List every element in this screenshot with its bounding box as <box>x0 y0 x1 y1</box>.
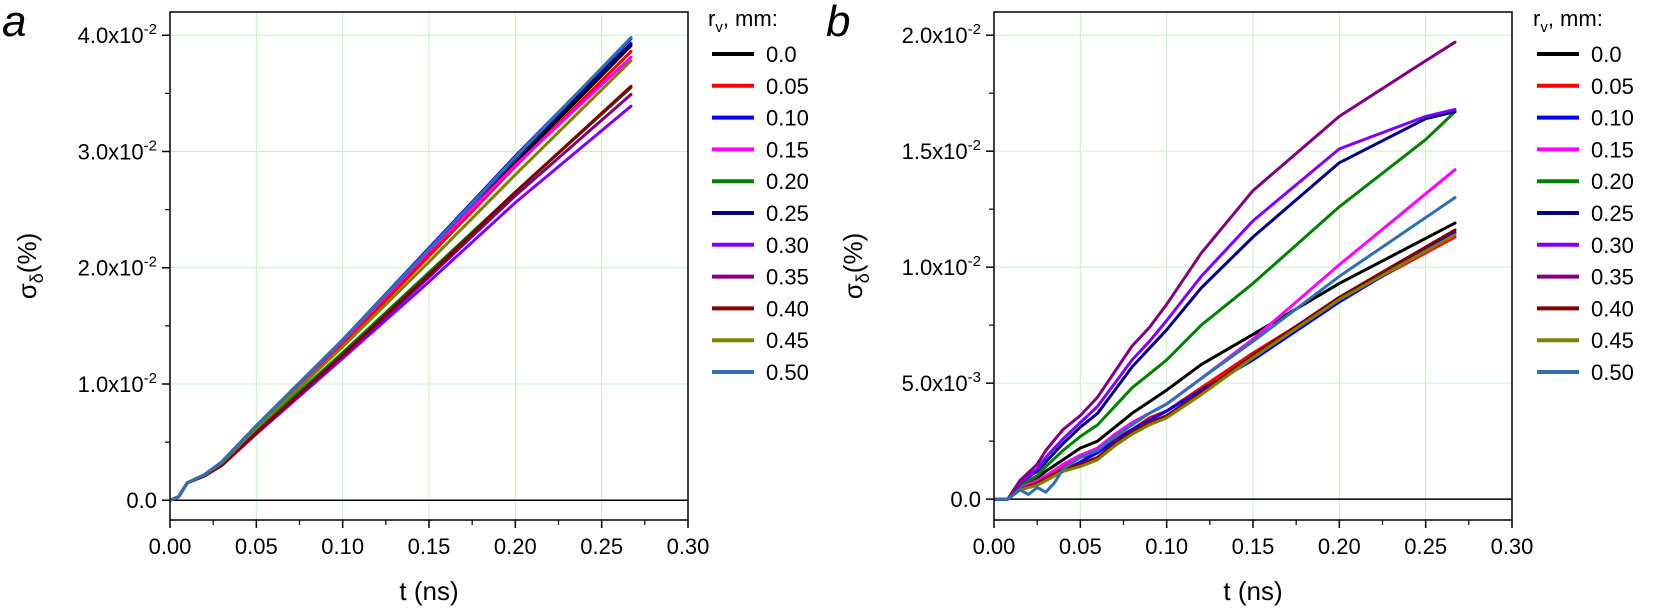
series-line-0.30 <box>994 107 1457 501</box>
y-tick-label: 0.0 <box>126 488 157 513</box>
panel-label: b <box>826 0 850 46</box>
x-tick-label: 0.00 <box>149 534 192 559</box>
x-tick-label: 0.10 <box>1145 534 1188 559</box>
x-tick-label: 0.20 <box>494 534 537 559</box>
y-tick-label: 0.0 <box>950 487 981 512</box>
legend-label: 0.10 <box>1591 106 1634 131</box>
x-axis-label: t (ns) <box>399 576 458 606</box>
series-line-0.25 <box>170 41 633 502</box>
y-tick-label: 3.0x10-2 <box>78 137 157 164</box>
series-line-0.45 <box>994 233 1457 501</box>
legend-label: 0.45 <box>766 328 809 353</box>
x-tick-label: 0.10 <box>321 534 364 559</box>
series-line-0.50 <box>170 36 633 502</box>
x-tick-label: 0.30 <box>667 534 710 559</box>
x-tick-label: 0.25 <box>1404 534 1447 559</box>
series-line-0.20 <box>994 110 1457 501</box>
series-line-0.50 <box>994 196 1457 501</box>
legend-label: 0.40 <box>1591 296 1634 321</box>
x-tick-label: 0.15 <box>1232 534 1275 559</box>
y-tick-label: 1.5x10-2 <box>902 137 981 164</box>
legend-label: 0.20 <box>1591 169 1634 194</box>
legend-label: 0.50 <box>766 360 809 385</box>
x-tick-label: 0.30 <box>1491 534 1534 559</box>
x-tick-label: 0.05 <box>1059 534 1102 559</box>
legend-label: 0.10 <box>766 106 809 131</box>
y-tick-label: 1.0x10-2 <box>78 370 157 397</box>
legend-title: rv, mm: <box>1533 6 1603 36</box>
y-tick-label: 2.0x10-2 <box>78 254 157 281</box>
y-tick-label: 4.0x10-2 <box>78 21 157 48</box>
series-line-0.40 <box>170 84 633 502</box>
legend-label: 0.20 <box>766 169 809 194</box>
legend-label: 0.35 <box>766 265 809 290</box>
series-line-0.05 <box>170 50 633 502</box>
legend-label: 0.40 <box>766 296 809 321</box>
x-axis-label: t (ns) <box>1223 576 1282 606</box>
x-tick-label: 0.25 <box>580 534 623 559</box>
legend-label: 0.35 <box>1591 265 1634 290</box>
legend-label: 0.05 <box>1591 74 1634 99</box>
legend-label: 0.05 <box>766 74 809 99</box>
legend-label: 0.0 <box>766 42 797 67</box>
series-group <box>994 40 1457 501</box>
legend-label: 0.50 <box>1591 360 1634 385</box>
legend-label: 0.25 <box>1591 201 1634 226</box>
panel-label: a <box>2 0 26 46</box>
y-tick-label: 2.0x10-2 <box>902 21 981 48</box>
legend-label: 0.15 <box>766 137 809 162</box>
x-tick-label: 0.15 <box>408 534 451 559</box>
legend-title: rv, mm: <box>708 6 778 36</box>
series-group <box>170 36 633 502</box>
y-tick-label: 5.0x10-3 <box>902 369 981 396</box>
legend-label: 0.45 <box>1591 328 1634 353</box>
x-tick-label: 0.00 <box>973 534 1016 559</box>
legend-label: 0.0 <box>1591 42 1622 67</box>
x-tick-label: 0.20 <box>1318 534 1361 559</box>
legend-label: 0.15 <box>1591 137 1634 162</box>
y-axis-label: σδ(%) <box>838 233 873 300</box>
x-tick-label: 0.05 <box>235 534 278 559</box>
legend-label: 0.25 <box>766 201 809 226</box>
y-tick-label: 1.0x10-2 <box>902 253 981 280</box>
legend-label: 0.30 <box>1591 233 1634 258</box>
chart-panel-b: 0.00 0.05 0.10 0.15 0.20 0.25 0.30 0.0 5.0x10-3 1… <box>826 0 1634 606</box>
series-line-0.35 <box>994 40 1457 501</box>
chart-panel-a: 0.00 0.05 0.10 0.15 0.20 0.25 0.30 0.0 1.0x10-2 2… <box>2 0 809 606</box>
y-axis-label: σδ(%) <box>12 233 47 300</box>
legend-label: 0.30 <box>766 233 809 258</box>
